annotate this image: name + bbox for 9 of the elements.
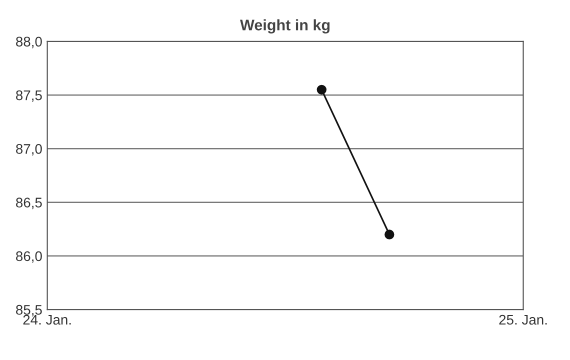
y-tick-label: 85,5 bbox=[16, 304, 42, 316]
y-tick-label: 87,5 bbox=[16, 90, 42, 102]
y-tick-label: 88,0 bbox=[16, 36, 42, 48]
y-tick-label: 86,0 bbox=[16, 251, 42, 263]
x-tick-label: 25. Jan. bbox=[499, 314, 547, 325]
y-tick-label: 87,0 bbox=[16, 144, 42, 156]
chart-title: Weight in kg bbox=[240, 19, 330, 34]
x-tick-label: 24. Jan. bbox=[23, 314, 71, 325]
y-tick-label: 86,5 bbox=[16, 198, 42, 210]
